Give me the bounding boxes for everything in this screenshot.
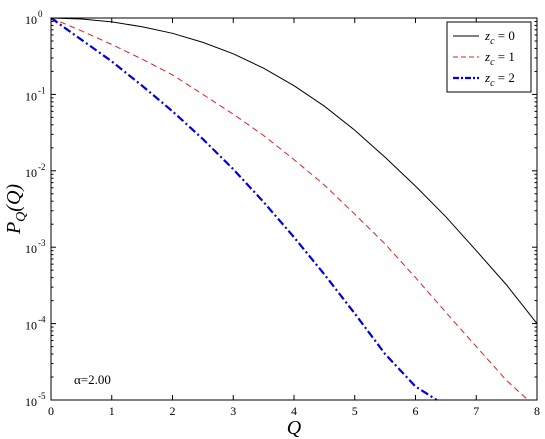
- x-tick-label: 3: [230, 404, 236, 418]
- y-tick-label: 10: [25, 319, 37, 333]
- legend: zc = 0 zc = 1 zc = 2: [446, 21, 532, 93]
- y-tick-label: 10: [25, 395, 37, 409]
- y-tick-label: 10: [25, 13, 37, 27]
- series-line-0: [50, 17, 538, 324]
- alpha-annotation: α=2.00: [74, 372, 111, 387]
- series-line-1: [50, 17, 529, 401]
- x-tick-label: 7: [473, 404, 479, 418]
- y-axis-label: PQ(Q): [3, 184, 29, 235]
- y-tick-exponent: -5: [38, 391, 46, 401]
- x-tick-label: 0: [48, 404, 54, 418]
- legend-label-2: zc = 2: [484, 70, 515, 89]
- x-tick-label: 4: [291, 404, 297, 418]
- x-tick-label: 2: [170, 404, 176, 418]
- y-tick-label: 10: [25, 89, 37, 103]
- y-tick-label: 10: [25, 242, 37, 256]
- x-tick-label: 5: [352, 404, 358, 418]
- x-tick-label: 8: [534, 404, 540, 418]
- y-tick-exponent: 0: [38, 9, 43, 19]
- x-axis-label: Q: [287, 417, 302, 439]
- legend-label-0: zc = 0: [484, 28, 515, 47]
- y-tick-label: 10: [25, 166, 37, 180]
- series-line-2: [50, 17, 438, 401]
- y-tick-exponent: -4: [38, 315, 46, 325]
- x-tick-label: 6: [413, 404, 419, 418]
- legend-label-1: zc = 1: [484, 49, 515, 68]
- y-tick-exponent: -3: [38, 238, 46, 248]
- series-layer: [50, 17, 538, 401]
- x-tick-label: 1: [109, 404, 115, 418]
- y-tick-exponent: -2: [38, 162, 46, 172]
- y-tick-exponent: -1: [38, 85, 46, 95]
